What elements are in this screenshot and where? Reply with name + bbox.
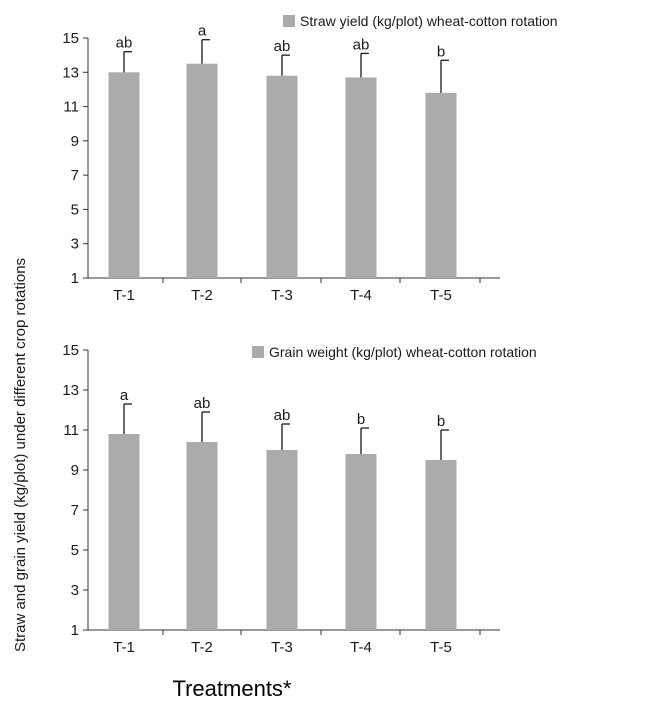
y-tick-label: 13 (62, 64, 79, 81)
legend-swatch (283, 15, 295, 27)
x-tick-label: T-3 (271, 287, 293, 304)
y-tick-label: 9 (71, 133, 79, 150)
significance-letter: ab (274, 38, 291, 55)
x-tick-label: T-3 (271, 639, 293, 656)
significance-letter: b (357, 411, 365, 428)
x-tick-label: T-1 (113, 639, 135, 656)
significance-letter: b (437, 413, 445, 430)
bar (425, 92, 457, 278)
y-axis-label: Straw and grain yield (kg/plot) under di… (12, 258, 29, 652)
x-tick-label: T-4 (350, 287, 372, 304)
bar (345, 454, 377, 630)
bar (108, 72, 140, 279)
x-tick-label: T-2 (191, 287, 213, 304)
significance-letter: a (120, 387, 129, 404)
x-tick-label: T-1 (113, 287, 135, 304)
y-tick-label: 7 (71, 167, 79, 184)
x-axis-label: Treatments* (172, 676, 291, 701)
y-tick-label: 11 (63, 422, 79, 439)
x-tick-label: T-5 (430, 287, 452, 304)
y-tick-label: 11 (63, 99, 79, 116)
significance-letter: b (437, 43, 445, 60)
x-tick-label: T-2 (191, 639, 213, 656)
y-tick-label: 9 (71, 462, 79, 479)
bar (345, 77, 377, 278)
significance-letter: ab (274, 407, 291, 424)
y-tick-label: 7 (71, 502, 79, 519)
y-tick-label: 5 (71, 201, 79, 218)
bar (186, 63, 218, 278)
bar (266, 75, 298, 278)
legend-label: Straw yield (kg/plot) wheat-cotton rotat… (300, 13, 558, 29)
significance-letter: ab (194, 395, 211, 412)
y-tick-label: 5 (71, 542, 79, 559)
bar (108, 434, 140, 630)
bar (266, 450, 298, 630)
y-tick-label: 15 (62, 342, 79, 359)
bar (186, 442, 218, 630)
bar (425, 460, 457, 630)
y-tick-label: 15 (62, 30, 79, 47)
x-tick-label: T-4 (350, 639, 372, 656)
x-tick-label: T-5 (430, 639, 452, 656)
significance-letter: a (198, 23, 207, 40)
legend-label: Grain weight (kg/plot) wheat-cotton rota… (269, 344, 537, 360)
y-tick-label: 1 (71, 622, 79, 639)
y-tick-label: 3 (71, 582, 79, 599)
legend-swatch (252, 346, 264, 358)
y-tick-label: 1 (71, 270, 79, 287)
significance-letter: ab (116, 35, 133, 52)
y-tick-label: 3 (71, 236, 79, 253)
significance-letter: ab (353, 36, 370, 53)
y-tick-label: 13 (62, 382, 79, 399)
